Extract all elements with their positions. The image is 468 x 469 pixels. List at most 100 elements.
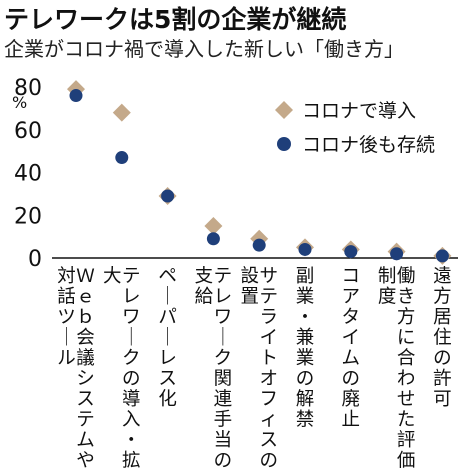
category-char: ・ (296, 307, 315, 328)
category-char: ス (76, 389, 95, 410)
category-char: ワ (122, 307, 141, 328)
category-char: ラ (259, 307, 278, 328)
category-char: タ (342, 307, 361, 328)
chart-title: テレワークは5割の企業が継続 (4, 5, 346, 34)
category-char: 可 (433, 389, 452, 410)
category-char: ペ (158, 266, 177, 287)
category-char: 遠 (433, 266, 452, 287)
category-char: ｜ (57, 327, 76, 349)
category-char: 評 (397, 430, 416, 451)
category-char: ツ (57, 307, 76, 328)
category-char: 方 (397, 307, 416, 328)
category-char: 化 (158, 389, 177, 410)
category-char: ス (158, 369, 177, 390)
circle-marker (161, 189, 175, 203)
legend-label: コロナで導入 (302, 100, 416, 122)
category-char: 手 (214, 410, 233, 431)
category-char: テ (214, 266, 233, 287)
circle-marker (206, 232, 220, 246)
category-char: ・ (122, 430, 141, 451)
category-char: ア (342, 287, 361, 308)
category-char: 価 (397, 451, 416, 469)
category-char: の (433, 348, 452, 369)
category-char: ム (342, 348, 361, 369)
legend-circle-swatch (277, 137, 291, 151)
category-char: ｜ (158, 286, 177, 308)
category-char: ｜ (122, 327, 141, 349)
category-char: や (76, 451, 95, 469)
legend-label: コロナ後も存続 (302, 134, 435, 156)
category-char: 会 (76, 328, 95, 349)
circle-marker (344, 245, 358, 259)
category-char: ｜ (214, 327, 233, 349)
category-char: 導 (122, 389, 141, 410)
category-char: 対 (57, 266, 76, 287)
category-char: 拡 (122, 451, 141, 469)
category-char: 働 (397, 266, 416, 287)
chart-subtitle: 企業がコロナ禍で導入した新しい「働き方」 (4, 37, 404, 61)
category-char: 解 (296, 389, 315, 410)
category-char: ク (122, 348, 141, 369)
category-char: わ (397, 369, 416, 390)
category-char: の (259, 451, 278, 469)
circle-marker (69, 89, 83, 103)
category-char: 制 (378, 266, 397, 287)
category-char: に (397, 328, 416, 349)
category-char: 当 (214, 430, 233, 451)
category-char: せ (397, 389, 416, 410)
category-char: 居 (433, 307, 452, 328)
category-char: レ (158, 348, 177, 369)
circle-marker (298, 242, 312, 256)
y-axis-unit: % (12, 93, 27, 112)
category-char: テ (76, 410, 95, 431)
category-char: レ (122, 287, 141, 308)
diamond-marker (112, 103, 131, 122)
category-char: 給 (195, 287, 214, 308)
category-char: オ (259, 369, 278, 390)
category-char: 禁 (296, 410, 315, 431)
category-char: イ (259, 328, 278, 349)
category-char: 設 (240, 266, 259, 287)
circle-marker (252, 238, 266, 252)
category-char: ス (259, 430, 278, 451)
category-char: ト (259, 348, 278, 369)
category-char: の (342, 369, 361, 390)
category-char: ｅ (76, 287, 95, 308)
y-tick-label: 60 (14, 119, 42, 144)
category-char: 大 (103, 266, 122, 287)
category-char: 話 (57, 287, 76, 308)
category-char: 業 (296, 348, 315, 369)
category-char: 連 (214, 389, 233, 410)
y-tick-label: 40 (14, 162, 42, 187)
category-char: 住 (433, 328, 452, 349)
category-char: 置 (240, 287, 259, 308)
category-char: 入 (122, 410, 141, 431)
y-tick-label: 20 (14, 204, 42, 229)
category-char: ｜ (158, 327, 177, 349)
category-char: テ (122, 266, 141, 287)
category-char: サ (259, 266, 278, 287)
category-char: フ (259, 389, 278, 410)
category-char: パ (158, 307, 177, 328)
category-char: テ (259, 287, 278, 308)
category-char: ｂ (76, 307, 95, 328)
diamond-marker (204, 216, 223, 235)
y-tick-label: 0 (28, 247, 42, 272)
category-char: 副 (296, 266, 315, 287)
category-char: 関 (214, 369, 233, 390)
category-char: た (397, 410, 416, 431)
category-char: 議 (76, 348, 95, 369)
legend-diamond-swatch (275, 101, 293, 119)
category-char: シ (76, 369, 95, 390)
y-tick-label: 80 (14, 76, 42, 101)
category-char: 業 (296, 287, 315, 308)
